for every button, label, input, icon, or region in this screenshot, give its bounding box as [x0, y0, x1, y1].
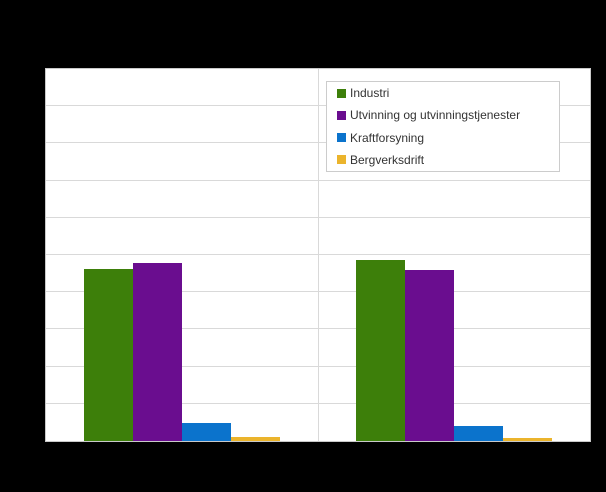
center-vertical-gridline [318, 69, 319, 441]
title-band [0, 0, 606, 68]
horizontal-gridline [46, 328, 590, 330]
horizontal-gridline [46, 142, 590, 144]
legend-label: Utvinning og utvinningstjenester [350, 108, 521, 123]
legend-swatch-icon [337, 155, 346, 165]
bars-layer [46, 69, 590, 441]
bar-bergverksdrift [503, 438, 552, 441]
legend-label: Bergverksdrift [350, 152, 425, 167]
legend-swatch-icon [337, 133, 346, 143]
legend-swatch-icon [337, 110, 346, 120]
bar-industri [356, 259, 405, 441]
bar-utvinning [133, 262, 182, 441]
legend-item: Utvinning og utvinningstjenester [337, 104, 559, 126]
gridlines-layer [46, 69, 590, 441]
bar-group [318, 69, 590, 441]
bar-utvinning [405, 269, 454, 441]
horizontal-gridline [46, 105, 590, 107]
bar-group [46, 69, 318, 441]
legend-item: Bergverksdrift [337, 149, 559, 171]
horizontal-gridline [46, 365, 590, 367]
legend-label: Industri [350, 86, 390, 101]
legend-swatch-icon [337, 88, 346, 98]
legend: Industri Utvinning og utvinningstjeneste… [326, 81, 560, 172]
legend-item: Industri [337, 82, 559, 104]
horizontal-gridline [46, 291, 590, 293]
horizontal-gridline [46, 254, 590, 255]
horizontal-gridline [46, 402, 590, 404]
legend-label: Kraftforsyning [350, 130, 425, 145]
bar-industri [84, 268, 133, 441]
bar-bergverksdrift [231, 436, 280, 441]
horizontal-gridline [46, 216, 590, 218]
x-axis-band [0, 442, 606, 492]
legend-item: Kraftforsyning [337, 127, 559, 149]
bar-kraftforsyning [182, 423, 231, 441]
horizontal-gridline [46, 179, 590, 181]
bar-kraftforsyning [454, 426, 503, 441]
y-axis-band [0, 68, 45, 442]
